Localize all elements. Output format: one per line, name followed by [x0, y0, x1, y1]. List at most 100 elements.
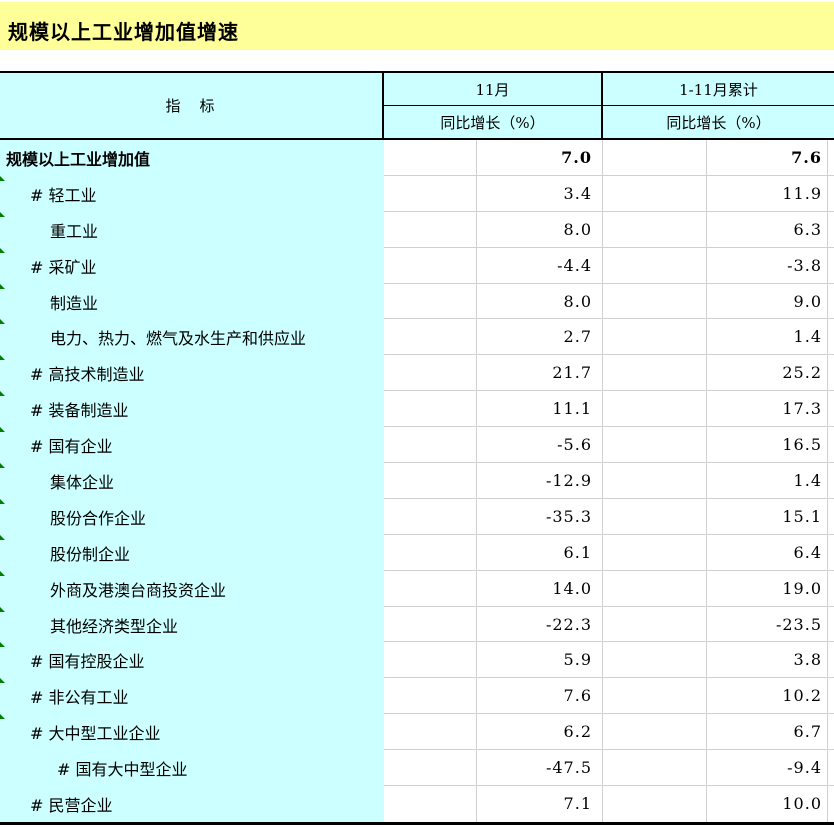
- empty-cell[interactable]: [828, 571, 834, 606]
- header-indicator-cell[interactable]: 指 标: [0, 73, 384, 138]
- cumulative-value-cell[interactable]: 6.3: [707, 211, 828, 247]
- november-value-cell[interactable]: -12.9: [477, 463, 603, 498]
- indicator-cell[interactable]: 电力、热力、燃气及水生产和供应业: [0, 319, 384, 356]
- empty-cell[interactable]: [384, 786, 477, 822]
- indicator-cell[interactable]: 规模以上工业增加值: [0, 140, 384, 176]
- empty-cell[interactable]: [384, 750, 477, 786]
- empty-cell[interactable]: [384, 175, 477, 211]
- empty-cell[interactable]: [828, 391, 834, 426]
- november-value-cell[interactable]: 8.0: [477, 283, 603, 319]
- empty-cell[interactable]: [384, 678, 477, 714]
- empty-cell[interactable]: [603, 786, 707, 822]
- empty-cell[interactable]: [828, 176, 834, 211]
- november-value-cell[interactable]: 2.7: [477, 319, 603, 355]
- empty-cell[interactable]: [384, 391, 477, 427]
- november-value-cell[interactable]: 6.2: [477, 714, 603, 750]
- indicator-cell[interactable]: # 国有大中型企业: [0, 750, 384, 787]
- empty-cell[interactable]: [384, 606, 477, 642]
- november-value-cell[interactable]: -22.3: [477, 606, 603, 642]
- empty-cell[interactable]: [828, 786, 834, 822]
- november-value-cell[interactable]: 14.0: [477, 570, 603, 606]
- empty-cell[interactable]: [828, 248, 834, 283]
- indicator-cell[interactable]: # 装备制造业: [0, 391, 384, 428]
- cumulative-value-cell[interactable]: 17.3: [707, 391, 828, 427]
- indicator-cell[interactable]: # 轻工业: [0, 175, 384, 212]
- november-value-cell[interactable]: 7.1: [477, 786, 603, 822]
- empty-cell[interactable]: [603, 606, 707, 642]
- empty-cell[interactable]: [603, 319, 707, 355]
- empty-cell[interactable]: [384, 319, 477, 355]
- empty-cell[interactable]: [384, 211, 477, 247]
- cumulative-value-cell[interactable]: 11.9: [707, 175, 828, 211]
- cumulative-value-cell[interactable]: 3.8: [707, 642, 828, 678]
- indicator-cell[interactable]: # 非公有工业: [0, 678, 384, 715]
- november-value-cell[interactable]: 3.4: [477, 175, 603, 211]
- empty-cell[interactable]: [828, 678, 834, 713]
- indicator-cell[interactable]: # 高技术制造业: [0, 355, 384, 392]
- empty-cell[interactable]: [828, 355, 834, 390]
- empty-cell[interactable]: [603, 463, 707, 498]
- empty-cell[interactable]: [828, 284, 834, 319]
- empty-cell[interactable]: [384, 463, 477, 498]
- november-value-cell[interactable]: -4.4: [477, 247, 603, 283]
- header-november-period-cell[interactable]: 11月: [384, 73, 601, 106]
- november-value-cell[interactable]: 21.7: [477, 355, 603, 391]
- empty-cell[interactable]: [603, 427, 707, 463]
- november-value-cell[interactable]: -5.6: [477, 427, 603, 463]
- indicator-cell[interactable]: 股份合作企业: [0, 498, 384, 535]
- cumulative-value-cell[interactable]: -23.5: [707, 606, 828, 642]
- cumulative-value-cell[interactable]: 16.5: [707, 427, 828, 463]
- empty-cell[interactable]: [603, 211, 707, 247]
- cumulative-value-cell[interactable]: 6.4: [707, 534, 828, 570]
- empty-cell[interactable]: [384, 570, 477, 606]
- cumulative-value-cell[interactable]: 10.0: [707, 786, 828, 822]
- empty-cell[interactable]: [603, 175, 707, 211]
- empty-cell[interactable]: [603, 283, 707, 319]
- indicator-cell[interactable]: 外商及港澳台商投资企业: [0, 570, 384, 607]
- cumulative-value-cell[interactable]: 10.2: [707, 678, 828, 714]
- empty-cell[interactable]: [603, 750, 707, 786]
- november-value-cell[interactable]: -35.3: [477, 498, 603, 534]
- empty-cell[interactable]: [603, 355, 707, 391]
- header-cumulative-measure-cell[interactable]: 同比增长（%）: [666, 113, 771, 132]
- empty-cell[interactable]: [384, 534, 477, 570]
- empty-cell[interactable]: [384, 498, 477, 534]
- cumulative-value-cell[interactable]: 25.2: [707, 355, 828, 391]
- empty-cell[interactable]: [828, 714, 834, 749]
- cumulative-value-cell[interactable]: 19.0: [707, 570, 828, 606]
- empty-cell[interactable]: [384, 283, 477, 319]
- report-title-cell[interactable]: 规模以上工业增加值增速: [0, 2, 834, 50]
- empty-cell[interactable]: [603, 678, 707, 714]
- empty-cell[interactable]: [828, 642, 834, 677]
- indicator-cell[interactable]: # 采矿业: [0, 247, 384, 284]
- november-value-cell[interactable]: 7.0: [477, 140, 603, 175]
- november-value-cell[interactable]: 6.1: [477, 534, 603, 570]
- cumulative-value-cell[interactable]: 7.6: [707, 140, 828, 175]
- empty-cell[interactable]: [828, 607, 834, 642]
- empty-cell[interactable]: [828, 427, 834, 462]
- indicator-cell[interactable]: 集体企业: [0, 463, 384, 499]
- indicator-cell[interactable]: # 民营企业: [0, 786, 384, 822]
- empty-cell[interactable]: [603, 498, 707, 534]
- cumulative-value-cell[interactable]: 9.0: [707, 283, 828, 319]
- header-november-measure-cell[interactable]: 同比增长（%）: [440, 113, 545, 132]
- november-value-cell[interactable]: 5.9: [477, 642, 603, 678]
- indicator-cell[interactable]: # 国有控股企业: [0, 642, 384, 679]
- november-value-cell[interactable]: 7.6: [477, 678, 603, 714]
- empty-cell[interactable]: [384, 247, 477, 283]
- cumulative-value-cell[interactable]: -9.4: [707, 750, 828, 786]
- november-value-cell[interactable]: 11.1: [477, 391, 603, 427]
- empty-cell[interactable]: [384, 714, 477, 750]
- empty-cell[interactable]: [603, 391, 707, 427]
- cumulative-value-cell[interactable]: 1.4: [707, 463, 828, 498]
- cumulative-value-cell[interactable]: -3.8: [707, 247, 828, 283]
- indicator-cell[interactable]: 其他经济类型企业: [0, 606, 384, 643]
- november-value-cell[interactable]: 8.0: [477, 211, 603, 247]
- cumulative-value-cell[interactable]: 6.7: [707, 714, 828, 750]
- indicator-cell[interactable]: # 大中型工业企业: [0, 714, 384, 751]
- empty-cell[interactable]: [384, 642, 477, 678]
- empty-cell[interactable]: [603, 140, 707, 175]
- cumulative-value-cell[interactable]: 1.4: [707, 319, 828, 355]
- empty-cell[interactable]: [603, 570, 707, 606]
- empty-cell[interactable]: [828, 499, 834, 534]
